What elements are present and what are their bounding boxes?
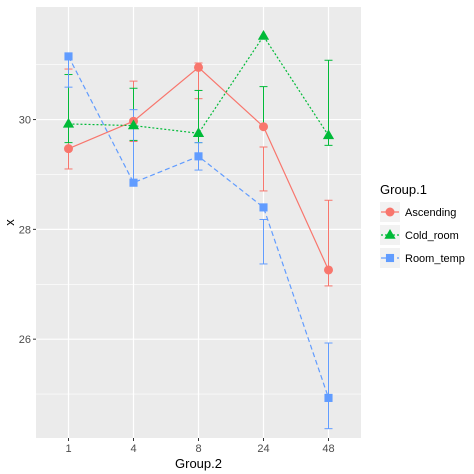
legend-key-room-temp <box>380 248 400 268</box>
data-point-room-temp <box>64 52 73 61</box>
data-point-room-temp <box>259 203 268 212</box>
x-tick-label: 48 <box>322 443 334 455</box>
legend-key-cold-room <box>380 225 400 245</box>
x-tick-label: 8 <box>195 443 201 455</box>
data-point-cold-room <box>192 127 205 137</box>
y-tick-label: 28 <box>19 224 31 236</box>
x-tick-label: 4 <box>130 443 136 455</box>
data-point-room-temp <box>129 178 138 187</box>
error-bar-ascending <box>259 146 268 192</box>
data-point-cold-room <box>127 119 140 130</box>
legend-marker-cold-room <box>384 228 396 239</box>
error-bar-room-temp <box>324 342 333 430</box>
x-tick-label: 1 <box>65 443 71 455</box>
data-point-room-temp <box>194 152 203 161</box>
error-bar-room-temp <box>259 218 268 265</box>
data-point-room-temp <box>324 393 333 402</box>
y-tick-label: 30 <box>19 115 31 127</box>
legend-label-room-temp: Room_temp <box>405 253 465 265</box>
legend-marker-room-temp <box>385 253 395 263</box>
legend-label-ascending: Ascending <box>405 207 456 219</box>
legend-key-ascending <box>380 202 400 222</box>
legend-marker-ascending <box>385 207 395 217</box>
data-point-cold-room <box>322 129 335 140</box>
x-axis-title: Group.2 <box>175 456 222 471</box>
legend-title: Group.1 <box>380 182 427 197</box>
data-point-cold-room <box>62 117 75 128</box>
series-points <box>62 30 335 402</box>
x-tick-label: 24 <box>257 443 269 455</box>
data-point-ascending <box>324 265 333 275</box>
data-point-ascending <box>259 122 268 132</box>
y-axis-title: x <box>2 219 17 226</box>
data-point-ascending <box>64 144 73 154</box>
legend-label-cold-room: Cold_room <box>405 230 459 242</box>
legend: Group.1 Ascending Cold_room Room_temp <box>380 182 465 268</box>
y-tick-label: 26 <box>19 334 31 346</box>
data-point-cold-room <box>257 30 270 40</box>
data-point-ascending <box>194 62 203 72</box>
